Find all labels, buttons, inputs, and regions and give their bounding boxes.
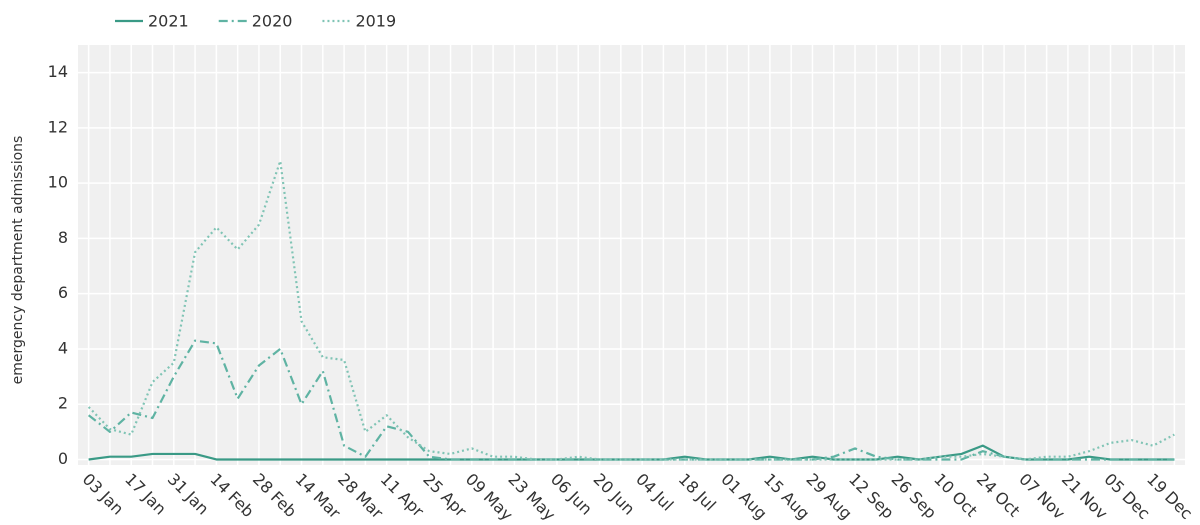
legend-label: 2021 [148,12,189,31]
legend-label: 2019 [355,12,396,31]
x-tick-label: 19 Dec [1143,470,1196,523]
x-tick-label: 25 Apr [419,470,470,521]
x-tick-label: 28 Mar [334,470,387,523]
legend-label: 2020 [252,12,293,31]
x-tick-label: 17 Jan [121,470,170,519]
grid [78,45,1185,465]
x-tick-label: 04 Jul [632,470,677,515]
x-tick-label: 01 Aug [717,470,771,524]
x-tick-label: 20 Jun [590,470,639,519]
x-tick-label: 21 Nov [1058,470,1112,524]
y-tick-label: 4 [58,338,68,357]
y-tick-label: 12 [48,117,68,136]
legend: 2021 2020 2019 [115,12,396,31]
series-line [87,159,1175,461]
y-tick-label: 6 [58,283,68,302]
y-tick-label: 10 [48,173,68,192]
x-tick-label: 12 Sep [845,470,898,523]
x-tick-label: 14 Mar [292,470,345,523]
series-line [87,339,1175,461]
y-tick-label: 0 [58,449,68,468]
x-tick-label: 05 Dec [1100,470,1153,523]
y-tick-label: 2 [58,394,68,413]
x-tick-label: 28 Feb [249,470,300,521]
lines [87,159,1175,461]
plot-background [78,45,1185,465]
x-tick-label: 03 Jan [79,470,128,519]
y-axis-title: emergency department admissions [10,136,26,385]
x-tick-label: 31 Jan [164,470,213,519]
x-tick-label: 29 Aug [802,470,856,524]
x-tick-label: 11 Apr [377,470,428,521]
x-tick-label: 24 Oct [973,470,1024,521]
x-tick-label: 07 Nov [1015,470,1069,524]
x-tick-label: 26 Sep [888,470,941,523]
x-tick-label: 15 Aug [760,470,814,524]
x-tick-label: 18 Jul [675,470,720,515]
y-tick-label: 14 [48,62,68,81]
x-tick-label: 14 Feb [206,470,257,521]
y-tick-label: 8 [58,228,68,247]
x-tick-label: 10 Oct [930,470,981,521]
